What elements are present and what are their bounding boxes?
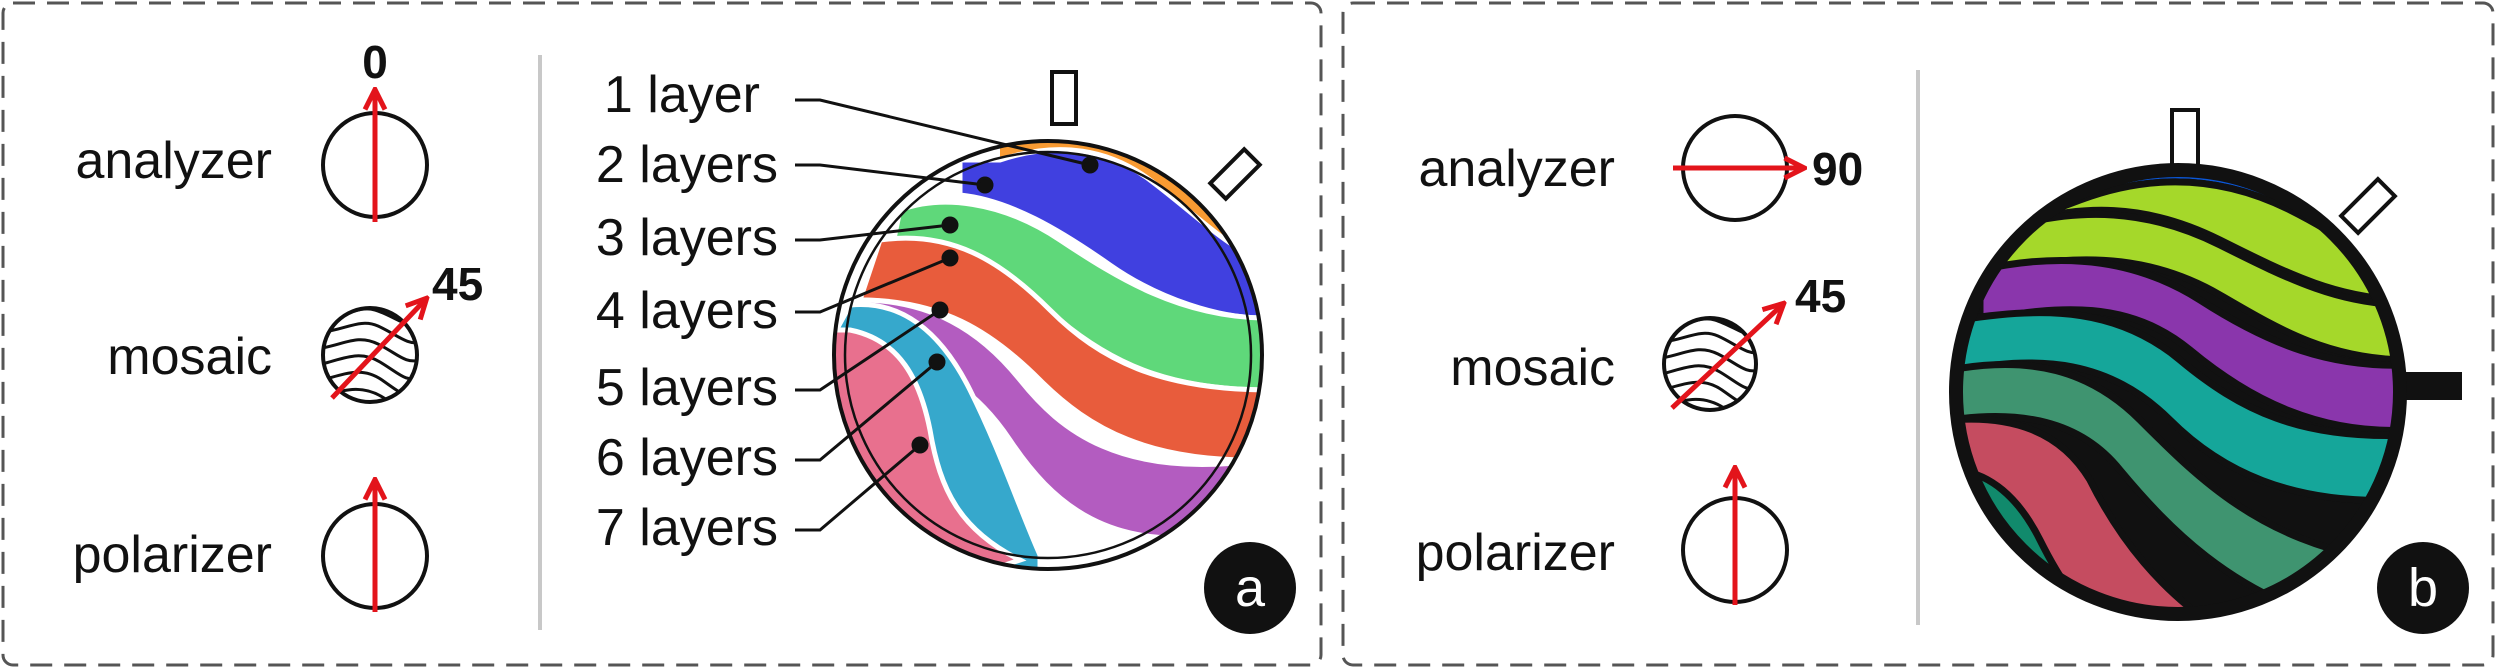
mosaic-label-b: mosaic bbox=[1450, 339, 1615, 397]
analyzer-icon-b bbox=[1673, 114, 1802, 222]
mosaic-angle: 45 bbox=[432, 258, 483, 310]
polarizer-label-b: polarizer bbox=[1416, 524, 1615, 582]
polarizer-icon-b bbox=[1681, 470, 1789, 605]
polarizer-label: polarizer bbox=[73, 526, 272, 584]
band-b-2b bbox=[1996, 210, 2395, 364]
polarizer-icon bbox=[321, 482, 429, 612]
panel-a-frame bbox=[1, 1, 1323, 667]
badge-b: b bbox=[2377, 542, 2469, 634]
band-b-2 bbox=[1998, 178, 2395, 304]
analyzer-icon bbox=[321, 92, 429, 222]
layer-label-5: 5 layers bbox=[596, 359, 778, 417]
badge-a: a bbox=[1204, 542, 1296, 634]
leader-lines bbox=[795, 98, 1099, 532]
analyzer-angle: 0 bbox=[362, 36, 388, 88]
layer-label-2: 2 layers bbox=[596, 136, 778, 194]
analyzer-angle-b: 90 bbox=[1812, 143, 1863, 195]
panel-b-frame bbox=[1341, 1, 2495, 667]
panel-a: analyzer 0 mosaic 45 polarizer bbox=[73, 36, 1296, 634]
band-b-4 bbox=[1961, 309, 2395, 504]
panel-b: analyzer 90 mosaic 45 polarizer bbox=[1416, 108, 2469, 634]
mosaic-icon-b bbox=[1662, 305, 1782, 412]
layer-label-3: 3 layers bbox=[596, 209, 778, 267]
band-b-3 bbox=[1976, 256, 2395, 434]
svg-text:b: b bbox=[2408, 558, 2438, 618]
layer-label-4: 4 layers bbox=[596, 282, 778, 340]
layer-label-7: 7 layers bbox=[596, 499, 778, 557]
mosaic-angle-b: 45 bbox=[1795, 270, 1846, 322]
svg-text:a: a bbox=[1235, 558, 1266, 618]
mosaic-label: mosaic bbox=[107, 328, 272, 386]
analyzer-label-b: analyzer bbox=[1418, 140, 1615, 198]
analyzer-label: analyzer bbox=[75, 132, 272, 190]
band-4-layers bbox=[856, 235, 1262, 463]
sample-disc-a bbox=[832, 70, 1264, 571]
layer-label-1: 1 layer bbox=[604, 66, 760, 124]
mosaic-icon bbox=[321, 300, 425, 404]
layer-labels: 1 layer 2 layers 3 layers 4 layers 5 lay… bbox=[596, 66, 778, 557]
layer-label-6: 6 layers bbox=[596, 429, 778, 487]
sample-disc-b bbox=[1949, 108, 2462, 621]
